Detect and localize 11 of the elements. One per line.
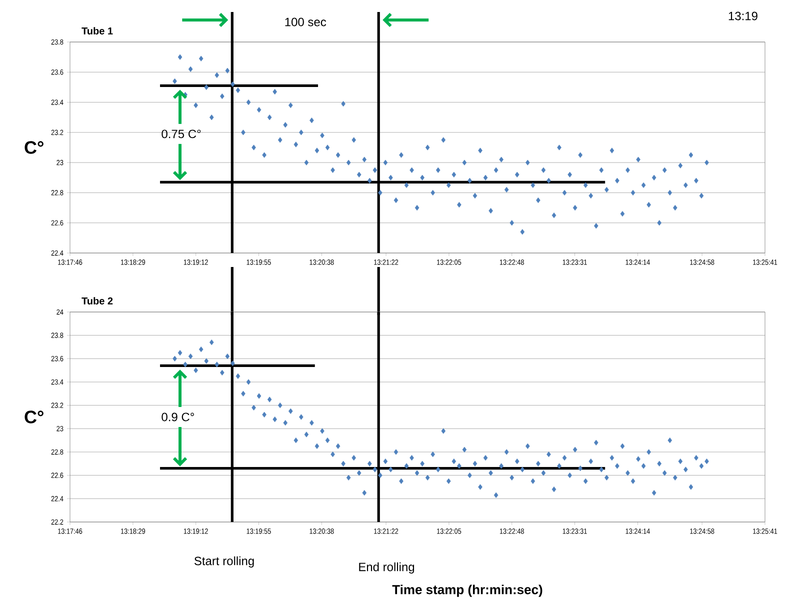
text: End rolling <box>359 562 414 574</box>
text: Start rolling <box>194 556 254 568</box>
chart-title: Tube 1 <box>82 27 113 34</box>
text: 13:19 <box>728 12 758 20</box>
annotation: 0.75 C° <box>162 130 201 138</box>
y-axis-title: C° <box>24 410 44 424</box>
text: 100 sec <box>285 18 326 26</box>
x-axis-title: Time stamp (hr:min:sec) <box>392 584 542 597</box>
annotation: 0.9 C° <box>162 412 194 422</box>
chart-title: Tube 2 <box>82 297 113 304</box>
y-axis-title: C° <box>24 141 44 154</box>
